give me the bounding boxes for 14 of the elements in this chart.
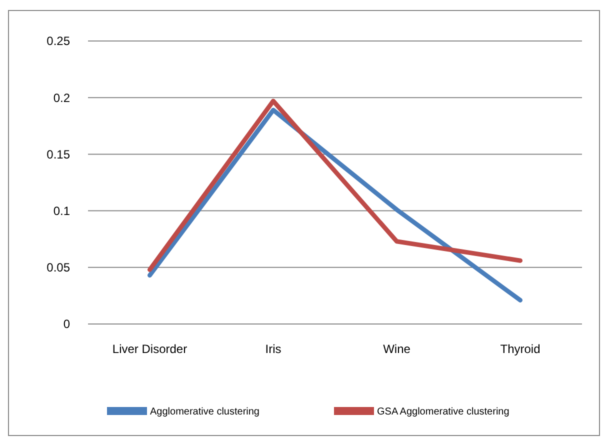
x-tick-label: Wine [383, 342, 411, 356]
y-tick-label: 0.15 [46, 147, 70, 162]
line-series [148, 98, 522, 272]
x-tick-label: Thyroid [500, 342, 540, 356]
y-tick-label: 0.2 [53, 90, 70, 105]
legend-label: GSA Agglomerative clustering [377, 406, 510, 418]
y-tick-label: 0.25 [46, 34, 70, 48]
x-tick-label: Iris [265, 342, 282, 356]
y-tick-label: 0 [63, 317, 70, 332]
line-series [148, 108, 522, 302]
x-tick-label: Liver Disorder [112, 342, 188, 356]
y-tick-label: 0.05 [46, 260, 70, 275]
y-tick-label: 0.1 [53, 204, 70, 218]
legend-label: Agglomerative clustering [150, 406, 260, 418]
